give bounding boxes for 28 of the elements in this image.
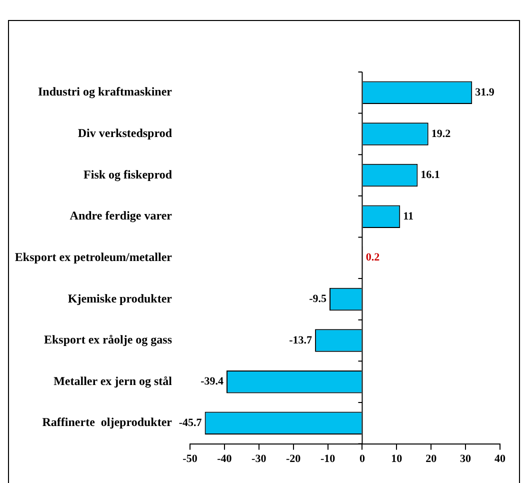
data-label: -9.5: [309, 293, 327, 306]
y-tick-label: Kjemiske produkter: [68, 291, 173, 306]
y-tick-label: Eksport ex råolje og gass: [44, 332, 172, 347]
data-label: -13.7: [289, 334, 313, 346]
data-label: 11: [403, 210, 414, 222]
x-tick-label: -20: [286, 453, 302, 466]
y-tick-label: Metaller ex jern og stål: [54, 374, 173, 388]
data-label: 16.1: [420, 169, 440, 182]
data-label: -45.7: [178, 416, 202, 429]
x-tick-label: 40: [494, 453, 506, 466]
y-tick-label: Raffinerte oljeprodukter: [42, 415, 173, 430]
data-label: 31.9: [475, 86, 495, 98]
x-tick-label: -10: [320, 453, 336, 466]
x-tick-label: 20: [426, 453, 438, 466]
data-label: -39.4: [200, 376, 224, 388]
x-tick-label: 10: [391, 453, 403, 466]
y-tick-label: Industri og kraftmaskiner: [38, 84, 173, 99]
x-tick-label: -50: [182, 453, 198, 466]
y-tick-label: Div verkstedsprod: [78, 126, 172, 140]
x-tick-label: 0: [359, 453, 366, 466]
y-tick-label: Eksport ex petroleum/metaller: [14, 250, 173, 264]
data-label: 19.2: [431, 128, 452, 140]
x-tick-label: -40: [217, 453, 232, 466]
y-tick-label: Andre ferdige varer: [70, 208, 173, 223]
data-label: 0.2: [366, 252, 380, 264]
y-tick-label: Fisk og fiskeprod: [84, 167, 172, 182]
x-tick-label: 30: [460, 453, 472, 466]
x-tick-label: -30: [252, 453, 267, 466]
